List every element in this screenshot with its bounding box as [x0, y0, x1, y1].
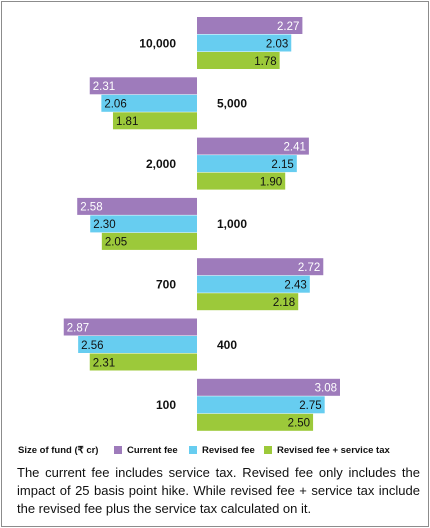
data-label-revised-fee-service-tax-400: 2.31: [93, 357, 115, 369]
data-label-revised-fee-10-000: 2.03: [266, 38, 288, 50]
bar-revised-fee-service-tax-1-000: [101, 232, 197, 250]
bar-revised-fee-10-000: [197, 34, 292, 52]
data-label-revised-fee-700: 2.43: [284, 279, 306, 291]
category-label-10-000: 10,000: [139, 36, 176, 50]
data-label-revised-fee-100: 2.75: [299, 400, 321, 412]
data-label-revised-fee-service-tax-1-000: 2.05: [105, 237, 127, 249]
bar-revised-fee-service-tax-5-000: [112, 112, 197, 130]
category-label-400: 400: [217, 338, 237, 352]
data-label-current-fee-1-000: 2.58: [80, 202, 102, 214]
category-label-2-000: 2,000: [146, 157, 176, 171]
data-label-revised-fee-5-000: 2.06: [104, 99, 126, 111]
legend-item-current-fee: Current fee: [114, 445, 178, 456]
bar-revised-fee-service-tax-400: [89, 353, 197, 371]
bar-revised-fee-700: [197, 275, 310, 293]
legend-item-revised-fee: Revised fee: [189, 445, 255, 456]
data-label-revised-fee-400: 2.56: [81, 340, 103, 352]
legend-swatch-revised-fee: [189, 446, 197, 454]
data-label-revised-fee-service-tax-100: 2.50: [288, 418, 310, 430]
bar-revised-fee-1-000: [90, 215, 197, 233]
category-label-5-000: 5,000: [217, 97, 247, 111]
bar-revised-fee-2-000: [197, 155, 297, 173]
data-label-revised-fee-service-tax-700: 2.18: [273, 297, 295, 309]
bar-revised-fee-100: [197, 396, 325, 414]
legend-item-revised-fee-service-tax: Revised fee + service tax: [264, 445, 390, 456]
footnote: The current fee includes service tax. Re…: [17, 465, 420, 516]
legend-title: Size of fund (₹ cr): [18, 445, 99, 456]
bar-revised-fee-service-tax-10-000: [197, 52, 280, 69]
category-label-100: 100: [156, 398, 176, 412]
chart-plot: 2.27 2.03 1.78 10,000 2.31 2.06 1.81 5,000 2.41 2…: [63, 17, 340, 431]
bar-current-fee-700: [197, 258, 324, 276]
bar-current-fee-400: [63, 318, 197, 336]
legend-swatch-current-fee: [114, 446, 122, 454]
data-label-revised-fee-1-000: 2.30: [93, 219, 115, 231]
legend-label-revised-fee: Revised fee: [202, 445, 255, 456]
bar-revised-fee-service-tax-100: [197, 413, 314, 431]
data-label-current-fee-700: 2.72: [298, 262, 320, 274]
legend-label-current-fee: Current fee: [127, 445, 178, 456]
data-label-revised-fee-service-tax-10-000: 1.78: [254, 56, 276, 68]
data-label-current-fee-5-000: 2.31: [93, 81, 115, 93]
data-label-current-fee-400: 2.87: [67, 322, 89, 334]
data-label-revised-fee-service-tax-2-000: 1.90: [260, 176, 282, 188]
data-label-current-fee-100: 3.08: [315, 383, 337, 395]
bar-revised-fee-service-tax-700: [197, 293, 299, 311]
data-label-current-fee-10-000: 2.27: [277, 21, 299, 33]
bar-current-fee-10-000: [197, 17, 303, 34]
category-label-700: 700: [156, 277, 176, 291]
data-label-revised-fee-service-tax-5-000: 1.81: [116, 116, 138, 128]
bar-current-fee-5-000: [89, 77, 197, 95]
data-label-current-fee-2-000: 2.41: [284, 141, 306, 153]
legend-label-revised-fee-service-tax: Revised fee + service tax: [277, 445, 390, 456]
legend-swatch-revised-fee-service-tax: [264, 446, 272, 454]
bar-revised-fee-service-tax-2-000: [197, 172, 286, 190]
bar-revised-fee-5-000: [101, 94, 197, 112]
bar-current-fee-1-000: [77, 197, 197, 215]
bar-revised-fee-400: [78, 336, 197, 353]
category-label-1-000: 1,000: [217, 217, 247, 231]
bar-current-fee-2-000: [197, 137, 309, 155]
bar-current-fee-100: [197, 378, 340, 396]
data-label-revised-fee-2-000: 2.15: [271, 159, 293, 171]
